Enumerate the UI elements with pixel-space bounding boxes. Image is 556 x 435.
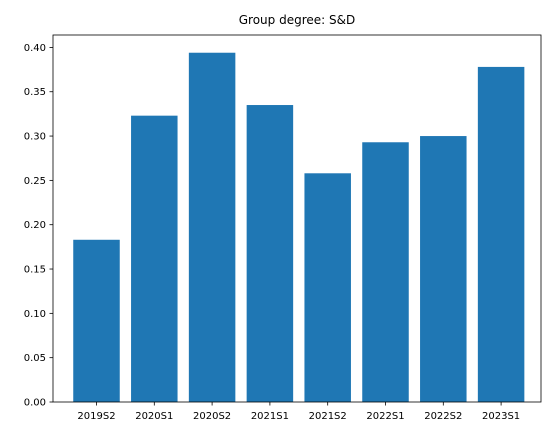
bar-2019S2 [73,239,120,402]
chart-title: Group degree: S&D [239,13,355,27]
x-tick-label: 2022S2 [424,411,462,422]
plot-frame [52,34,542,403]
x-tick-label: 2023S1 [482,411,520,422]
bar-2023S1 [477,66,525,403]
x-tick-label: 2021S2 [309,411,347,422]
x-tick-label: 2021S1 [251,411,289,422]
bar-2021S2 [304,173,351,402]
x-axis: 2019S2 2020S1 2020S2 2021S1 2021S2 2022S1 2022… [77,402,520,422]
y-tick-label: 0.35 [24,87,46,98]
x-tick-label: 2019S2 [77,411,115,422]
y-tick-label: 0.20 [24,220,46,231]
y-tick-label: 0.30 [24,132,46,143]
y-tick-label: 0.40 [24,43,46,54]
y-tick-label: 0.25 [24,176,46,187]
x-tick-label: 2020S1 [135,411,173,422]
y-tick-label: 0.05 [24,353,46,364]
bar-2020S2 [188,52,236,403]
y-tick-label: 0.10 [24,309,46,320]
bar-2021S1 [246,105,294,402]
y-axis: 0.00 0.05 0.10 0.15 0.20 0.25 0.30 0.35 0.40 [24,43,53,409]
y-tick-label: 0.15 [24,265,46,276]
x-tick-label: 2020S2 [193,411,231,422]
y-tick-label: 0.00 [24,398,46,409]
x-tick-label: 2022S1 [366,411,404,422]
bars-group [73,52,525,403]
bar-2022S2 [420,136,467,402]
bar-2022S1 [362,142,409,402]
bar-2020S1 [131,115,178,403]
